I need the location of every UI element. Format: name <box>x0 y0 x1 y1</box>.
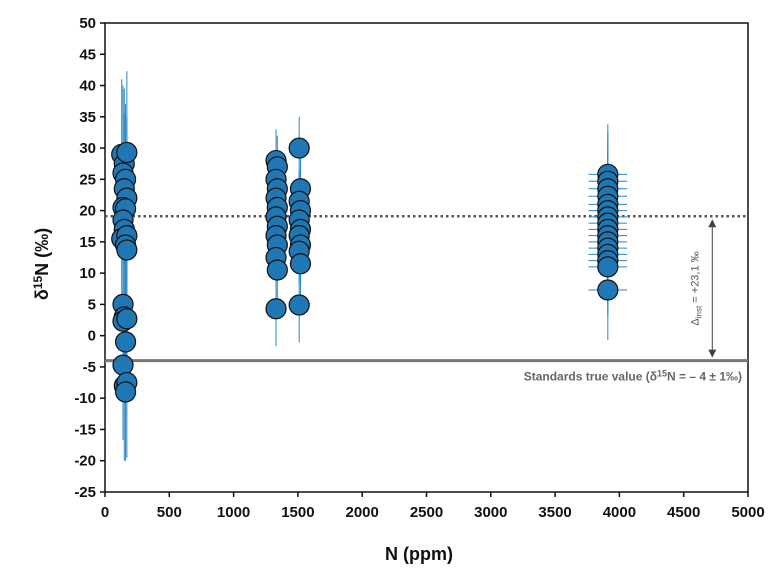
data-point <box>114 331 137 353</box>
reference-lines <box>105 214 748 363</box>
plot-area <box>104 22 749 493</box>
y-tick-label: 35 <box>79 109 96 126</box>
x-tick-label: 2000 <box>346 504 379 521</box>
x-tick-label: 3500 <box>538 504 571 521</box>
x-tick-label: 4500 <box>667 504 700 521</box>
data-point <box>116 141 138 164</box>
x-tick-label: 3000 <box>474 504 507 521</box>
data-point <box>597 256 619 278</box>
y-tick-label: 20 <box>79 203 96 220</box>
x-tick-label: 1500 <box>281 504 314 521</box>
annotations: Standards true value (δ15N = – 4 ± 1‰) Δi… <box>524 219 742 384</box>
data-point <box>112 354 134 376</box>
data-point <box>288 294 310 316</box>
y-tick-label: -5 <box>83 359 96 376</box>
x-tick-label: 0 <box>101 504 109 521</box>
y-tick-label: 45 <box>79 46 96 63</box>
x-tick-label: 5000 <box>731 504 764 521</box>
x-tick-label: 500 <box>157 504 182 521</box>
delta-label: Δinst = +23,1 ‰ <box>689 251 703 325</box>
y-tick-label: -10 <box>74 390 96 407</box>
y-axis-ticks: -25 -20 -15 -10 -5 0 5 10 15 20 25 30 35 40 45 50 <box>74 15 105 501</box>
y-tick-label: 10 <box>79 265 96 282</box>
data-point <box>597 279 619 301</box>
y-tick-label: -15 <box>74 421 96 438</box>
x-tick-label: 1000 <box>217 504 250 521</box>
data-points <box>111 137 619 403</box>
error-bars <box>119 71 628 461</box>
y-tick-label: 15 <box>79 234 96 251</box>
y-tick-label: 40 <box>79 78 96 95</box>
x-tick-label: 4000 <box>603 504 636 521</box>
x-axis-title: N (ppm) <box>385 544 453 564</box>
true-value-label: Standards true value (δ15N = – 4 ± 1‰) <box>524 369 742 384</box>
y-tick-label: 30 <box>79 140 96 157</box>
y-tick-label: 5 <box>88 296 96 313</box>
arrow-head-up <box>708 219 717 228</box>
data-point <box>288 137 310 159</box>
y-tick-label: -25 <box>74 484 96 501</box>
y-tick-label: -20 <box>74 453 96 470</box>
y-axis-title: δ15N (‰) <box>31 228 52 300</box>
data-point <box>289 253 312 275</box>
x-axis-ticks: 0 500 1000 1500 2000 2500 3000 3500 4000 4500 5000 <box>101 492 765 521</box>
plot-border <box>104 22 749 493</box>
data-point <box>114 381 137 403</box>
data-point <box>266 259 288 281</box>
y-tick-label: 0 <box>88 328 96 345</box>
data-point <box>116 239 138 261</box>
arrow-head-down <box>708 349 717 358</box>
x-tick-label: 2500 <box>410 504 443 521</box>
data-point <box>265 298 287 320</box>
y-tick-label: 25 <box>79 171 96 188</box>
y-tick-label: 50 <box>79 15 96 32</box>
data-point <box>116 308 138 330</box>
